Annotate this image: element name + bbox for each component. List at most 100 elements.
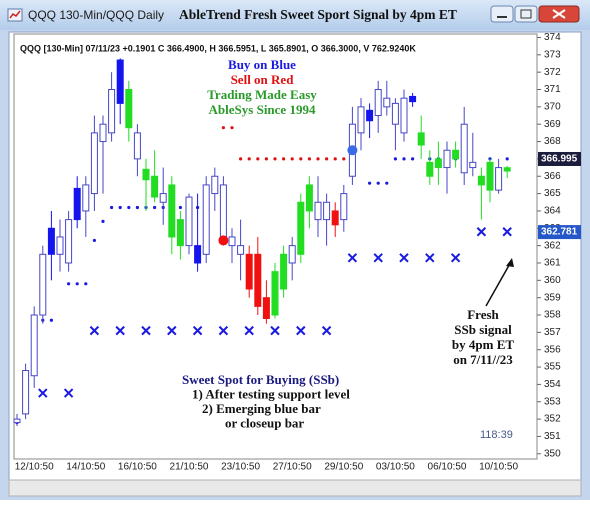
annotation-right: on 7/11//23 [453,352,513,367]
candle-body [486,161,494,191]
support-dot [393,157,397,161]
chart-title: AbleTrend Fresh Sweet Sport Signal by 4p… [179,7,457,22]
candle-body [228,236,236,247]
ssb-marker [167,325,177,336]
resistance-dot [342,157,346,161]
candle-body [340,193,348,221]
x-tick-label: 06/10:50 [428,462,467,473]
ssb-marker [218,325,229,336]
legend-text: Sell on Red [231,72,295,87]
candle-body [30,314,38,377]
legend-text: Trading Made Easy [207,87,317,102]
ssb-marker [373,253,383,263]
maximize-button[interactable] [514,5,538,23]
ssb-marker [244,325,254,336]
y-tick-label: 351 [544,431,561,442]
candle-body [176,219,184,247]
resistance-dot [273,157,277,161]
price-tag [538,225,581,240]
candle-body [168,184,176,238]
support-dot [178,205,182,210]
ssb-marker [502,227,512,237]
ssb-marker [450,253,461,263]
support-dot [376,181,380,185]
ssb-marker [141,325,151,336]
annotations: QQQ [130-Min] 07/11/23 +0.1901 C 366.490… [20,43,514,441]
y-tick-label: 370 [544,101,561,112]
candle-body [357,106,365,134]
y-tick-label: 362 [544,240,561,251]
candle-body [202,184,210,255]
candle-body [443,149,451,169]
y-tick-label: 361 [544,258,561,269]
resistance-dot [256,157,260,161]
candle-body [99,123,107,143]
support-dot [127,205,131,210]
y-tick-label: 360 [544,275,561,286]
ssb-marker [399,253,409,263]
legend-text: AbleSys Since 1994 [209,102,316,117]
x-tick-label: 14/10:50 [66,462,105,473]
y-tick-label: 366 [544,171,561,182]
candle-body [125,89,133,129]
candle-body [434,158,442,169]
annotation-left: Sweet Spot for Buying (SSb) [182,372,339,387]
candle-body [297,201,305,255]
candle-body [116,59,124,104]
candle-body [90,132,98,195]
arrow-head [506,258,514,267]
y-tick-label: 352 [544,414,561,425]
resistance-dot [316,157,320,161]
price-tag-label: 366.995 [541,154,578,165]
support-dot [411,157,415,161]
candle-body [108,89,116,134]
ssb-marker [270,325,280,336]
minimize-button[interactable] [490,5,514,23]
candle-body [271,271,279,316]
x-tick-label: 03/10:50 [376,462,415,473]
candle-body [495,167,503,191]
resistance-dot [325,157,329,161]
candle-body [73,187,81,221]
annotation-right: Fresh [467,307,499,322]
y-tick-label: 353 [544,396,561,407]
header-text: QQQ [130-Min] 07/11/23 +0.1901 C 366.490… [20,43,416,53]
candle-body [142,168,150,181]
resistance-dot [221,126,225,130]
support-dot [135,205,139,210]
ssb-marker [63,388,74,398]
candle-body [151,175,159,198]
candle-body [39,253,47,316]
resistance-dot [333,157,337,161]
candle-body [47,227,55,255]
annotation-left: 1) After testing support level [192,386,350,401]
y-tick-label: 368 [544,136,561,147]
y-tick-label: 369 [544,119,561,130]
y-tick-label: 364 [544,206,561,217]
ssb-marker [89,325,100,336]
support-dot [505,157,509,161]
candle-body [477,175,485,186]
time-label: 118:39 [480,429,513,441]
ssb-marker [192,325,203,336]
plot-frame [13,33,538,460]
y-tick-label: 357 [544,327,561,338]
y-tick-label: 359 [544,292,561,303]
resistance-dot [264,157,268,161]
x-tick-label: 27/10:50 [273,462,312,473]
ssb-marker [425,253,435,263]
support-dot [488,157,492,161]
window-buttons[interactable] [490,5,580,23]
support-dot [368,181,372,185]
x-tick-label: 23/10:50 [221,462,260,473]
arrow-shaft [485,259,513,307]
close-icon [552,9,566,19]
ssb-marker [347,253,358,263]
candle-body [305,184,313,212]
candle-body [391,102,399,125]
candle-body [288,245,296,264]
support-dot [110,205,114,210]
price-tag [538,151,581,166]
